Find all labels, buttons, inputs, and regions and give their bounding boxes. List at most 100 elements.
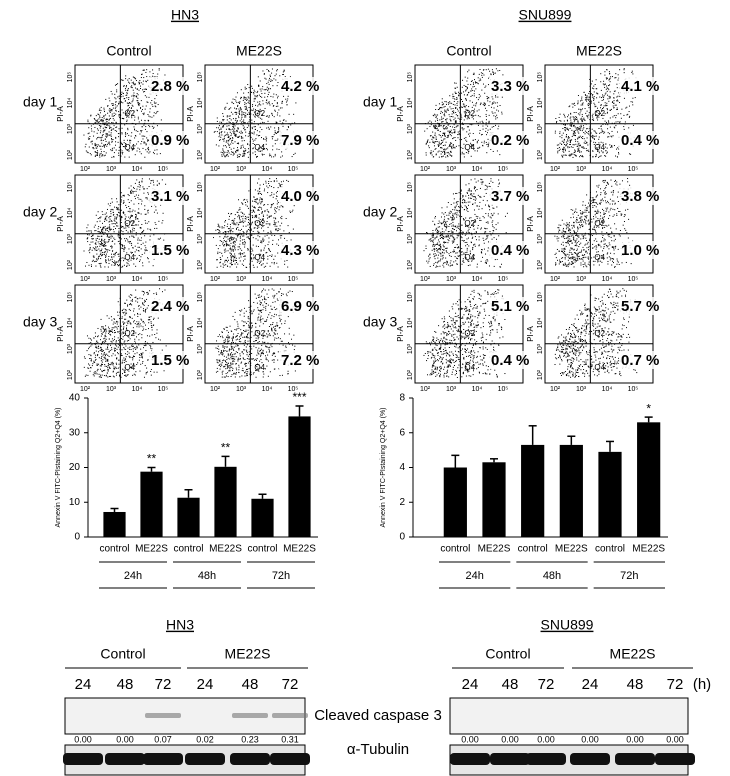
y-tick-label: 10⁴ [67, 318, 74, 329]
flow-event [88, 234, 90, 236]
flow-event [108, 328, 110, 330]
flow-event [91, 344, 93, 346]
flow-event [499, 69, 501, 71]
flow-event [143, 347, 145, 349]
flow-event [112, 250, 114, 252]
flow-event [156, 111, 158, 113]
flow-event [220, 151, 222, 153]
percent-label: 7.2 % [281, 352, 319, 369]
flow-event [252, 244, 254, 246]
flow-event [148, 148, 150, 150]
percent-label: 2.8 % [151, 78, 189, 95]
flow-event [466, 131, 468, 133]
flow-event [268, 348, 270, 350]
flow-event [259, 108, 261, 110]
flow-event [122, 332, 124, 334]
flow-event [121, 266, 123, 268]
flow-event [136, 321, 138, 323]
flow-event [93, 353, 95, 355]
flow-event [274, 155, 276, 157]
flow-event [119, 243, 121, 245]
flow-event [254, 189, 256, 191]
flow-event [264, 89, 266, 91]
flow-event [235, 152, 237, 154]
flow-event [583, 117, 585, 119]
flow-event [440, 146, 442, 148]
flow-event [259, 222, 261, 224]
flow-event [139, 370, 141, 372]
flow-event [152, 75, 154, 77]
flow-event [246, 354, 248, 356]
flow-event [265, 307, 267, 309]
flow-event [474, 81, 476, 83]
flow-event [241, 333, 243, 335]
flow-event [219, 261, 221, 263]
flow-event [487, 96, 489, 98]
flow-event [121, 196, 123, 198]
flow-event [143, 124, 145, 126]
flow-event [155, 102, 157, 104]
flow-event [468, 151, 470, 153]
flow-event [234, 125, 236, 127]
flow-event [271, 262, 273, 264]
flow-event [267, 304, 269, 306]
flow-event [111, 138, 113, 140]
flow-event [257, 338, 259, 340]
flow-event [161, 291, 163, 293]
flow-event [249, 345, 251, 347]
flow-event [266, 351, 268, 353]
flow-event [233, 257, 235, 259]
flow-event [496, 114, 498, 116]
flow-event [236, 156, 238, 158]
flow-event [235, 133, 237, 135]
flow-event [453, 124, 455, 126]
flow-event [118, 98, 120, 100]
flow-event [138, 324, 140, 326]
flow-event [106, 121, 108, 123]
flow-event [143, 229, 145, 231]
flow-event [124, 335, 126, 337]
x-tick-label: 10⁵ [498, 166, 509, 173]
flow-event [112, 323, 114, 325]
flow-event [109, 224, 111, 226]
flow-event [274, 329, 276, 331]
flow-event [233, 133, 235, 135]
flow-event [563, 154, 565, 156]
flow-event [429, 125, 431, 127]
flow-event [234, 329, 236, 331]
flow-event [88, 337, 90, 339]
flow-event [258, 353, 260, 355]
flow-event [227, 150, 229, 152]
flow-event [488, 145, 490, 147]
flow-event [447, 130, 449, 132]
flow-event [111, 139, 113, 141]
flow-event [101, 211, 103, 213]
flow-event [247, 334, 249, 336]
flow-event [102, 227, 104, 229]
flow-event [251, 322, 253, 324]
flow-event [244, 96, 246, 98]
flow-event [131, 242, 133, 244]
flow-event [134, 135, 136, 137]
flow-event [162, 212, 164, 214]
flow-event [239, 135, 241, 137]
flow-event [131, 189, 133, 191]
flow-event [472, 90, 474, 92]
flow-event [107, 125, 109, 127]
flow-event [223, 239, 225, 241]
flow-event [272, 243, 274, 245]
flow-event [144, 299, 146, 301]
flow-event [475, 88, 477, 90]
flow-event [223, 359, 225, 361]
flow-event [148, 322, 150, 324]
flow-event [277, 230, 279, 232]
flow-event [96, 119, 98, 121]
flow-event [120, 152, 122, 154]
flow-event [223, 135, 225, 137]
flow-event [227, 235, 229, 237]
flow-event [120, 96, 122, 98]
flow-event [266, 221, 268, 223]
flow-event [440, 143, 442, 145]
flow-event [105, 98, 107, 100]
flow-event [125, 143, 127, 145]
